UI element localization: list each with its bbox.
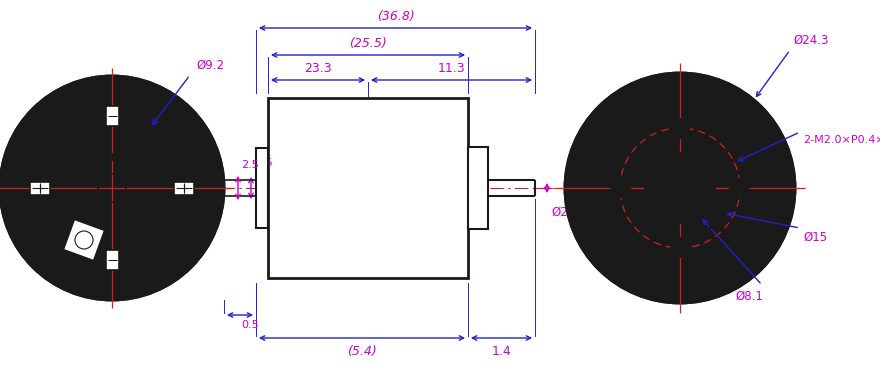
- Bar: [256, 148, 268, 228]
- Text: Ø8.1: Ø8.1: [735, 290, 763, 303]
- Bar: [106, 250, 119, 270]
- Text: Ø2: Ø2: [551, 206, 568, 219]
- Bar: [106, 106, 119, 126]
- Circle shape: [611, 179, 629, 197]
- Text: (36.8): (36.8): [377, 10, 414, 23]
- Circle shape: [0, 76, 224, 300]
- Circle shape: [662, 170, 698, 206]
- Text: Ø9.2: Ø9.2: [196, 59, 224, 72]
- Circle shape: [98, 174, 126, 202]
- Text: 2.5: 2.5: [255, 158, 273, 168]
- Circle shape: [731, 179, 749, 197]
- Circle shape: [671, 239, 689, 257]
- Text: 2.5: 2.5: [241, 160, 259, 170]
- Circle shape: [645, 153, 715, 223]
- Text: 11.3: 11.3: [437, 62, 466, 75]
- Bar: [174, 182, 194, 195]
- Circle shape: [630, 138, 730, 238]
- Text: 0.5: 0.5: [241, 320, 259, 330]
- Bar: [468, 147, 488, 229]
- Circle shape: [565, 73, 795, 303]
- Text: Ø15: Ø15: [803, 231, 827, 244]
- Text: 2-M2.0×P0.4×2dp.: 2-M2.0×P0.4×2dp.: [803, 135, 880, 145]
- Text: 1.4: 1.4: [492, 345, 511, 358]
- Bar: [30, 182, 50, 195]
- Text: 23.3: 23.3: [304, 62, 332, 75]
- Polygon shape: [63, 220, 105, 261]
- Text: (5.4): (5.4): [347, 345, 377, 358]
- Text: Ø24.3: Ø24.3: [793, 34, 828, 47]
- Text: (25.5): (25.5): [349, 37, 387, 50]
- Circle shape: [671, 119, 689, 137]
- Text: HSINEN: HSINEN: [89, 153, 127, 163]
- Bar: [268, 98, 468, 278]
